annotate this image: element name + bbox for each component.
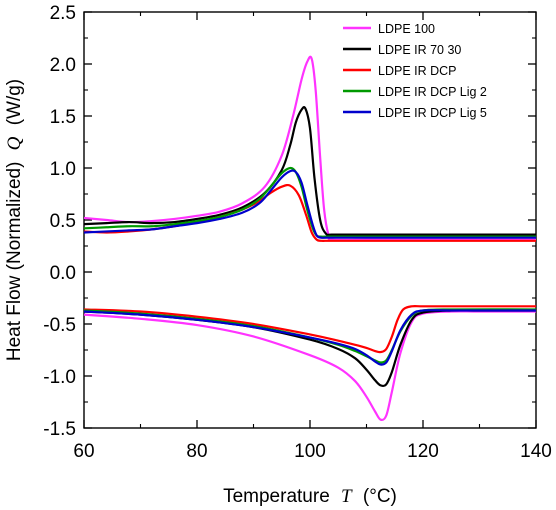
x-tick-label: 100: [294, 441, 326, 462]
x-tick-label: 60: [73, 441, 94, 462]
y-tick-label: 0.0: [50, 263, 76, 284]
y-tick-label: -1.5: [43, 419, 76, 440]
legend-label: LDPE IR DCP: [378, 64, 457, 78]
x-tick-label: 120: [407, 441, 439, 462]
series-lines: [83, 55, 537, 422]
axis-ticks: 60 80 100 120 140 -1.5 -1.0 -0.5 0.0 0.5 1.0 1.5 2.0…: [43, 3, 552, 462]
y-axis-title: Heat Flow (Normalized) Q (W/g): [4, 79, 25, 361]
x-axis-title: Temperature T (°C): [223, 486, 397, 507]
x-tick-label: 140: [520, 441, 552, 462]
heating-curve-ldpe-ir-dcp-lig-5: [83, 169, 536, 239]
x-tick-label: 80: [186, 441, 207, 462]
y-tick-label: 2.0: [50, 55, 76, 76]
cooling-curve-ldpe-100: [83, 310, 536, 422]
cooling-curve-ldpe-ir-70-30: [83, 309, 536, 388]
y-tick-label: 1.0: [50, 159, 76, 180]
y-tick-label: 2.5: [50, 3, 76, 24]
heating-curve-ldpe-ir-70-30: [83, 105, 536, 236]
y-tick-label: -0.5: [43, 315, 76, 336]
legend-label: LDPE 100: [378, 22, 435, 36]
cooling-curve-ldpe-ir-dcp: [83, 304, 536, 354]
y-tick-label: 0.5: [50, 211, 76, 232]
legend-label: LDPE IR DCP Lig 2: [378, 85, 487, 99]
legend-label: LDPE IR 70 30: [378, 43, 461, 57]
y-tick-label: -1.0: [43, 367, 76, 388]
cooling-curve-ldpe-ir-dcp-lig-5: [83, 309, 536, 366]
legend: LDPE 100 LDPE IR 70 30 LDPE IR DCP LDPE IR …: [343, 22, 487, 120]
legend-label: LDPE IR DCP Lig 5: [378, 106, 487, 120]
y-tick-label: 1.5: [50, 107, 76, 128]
